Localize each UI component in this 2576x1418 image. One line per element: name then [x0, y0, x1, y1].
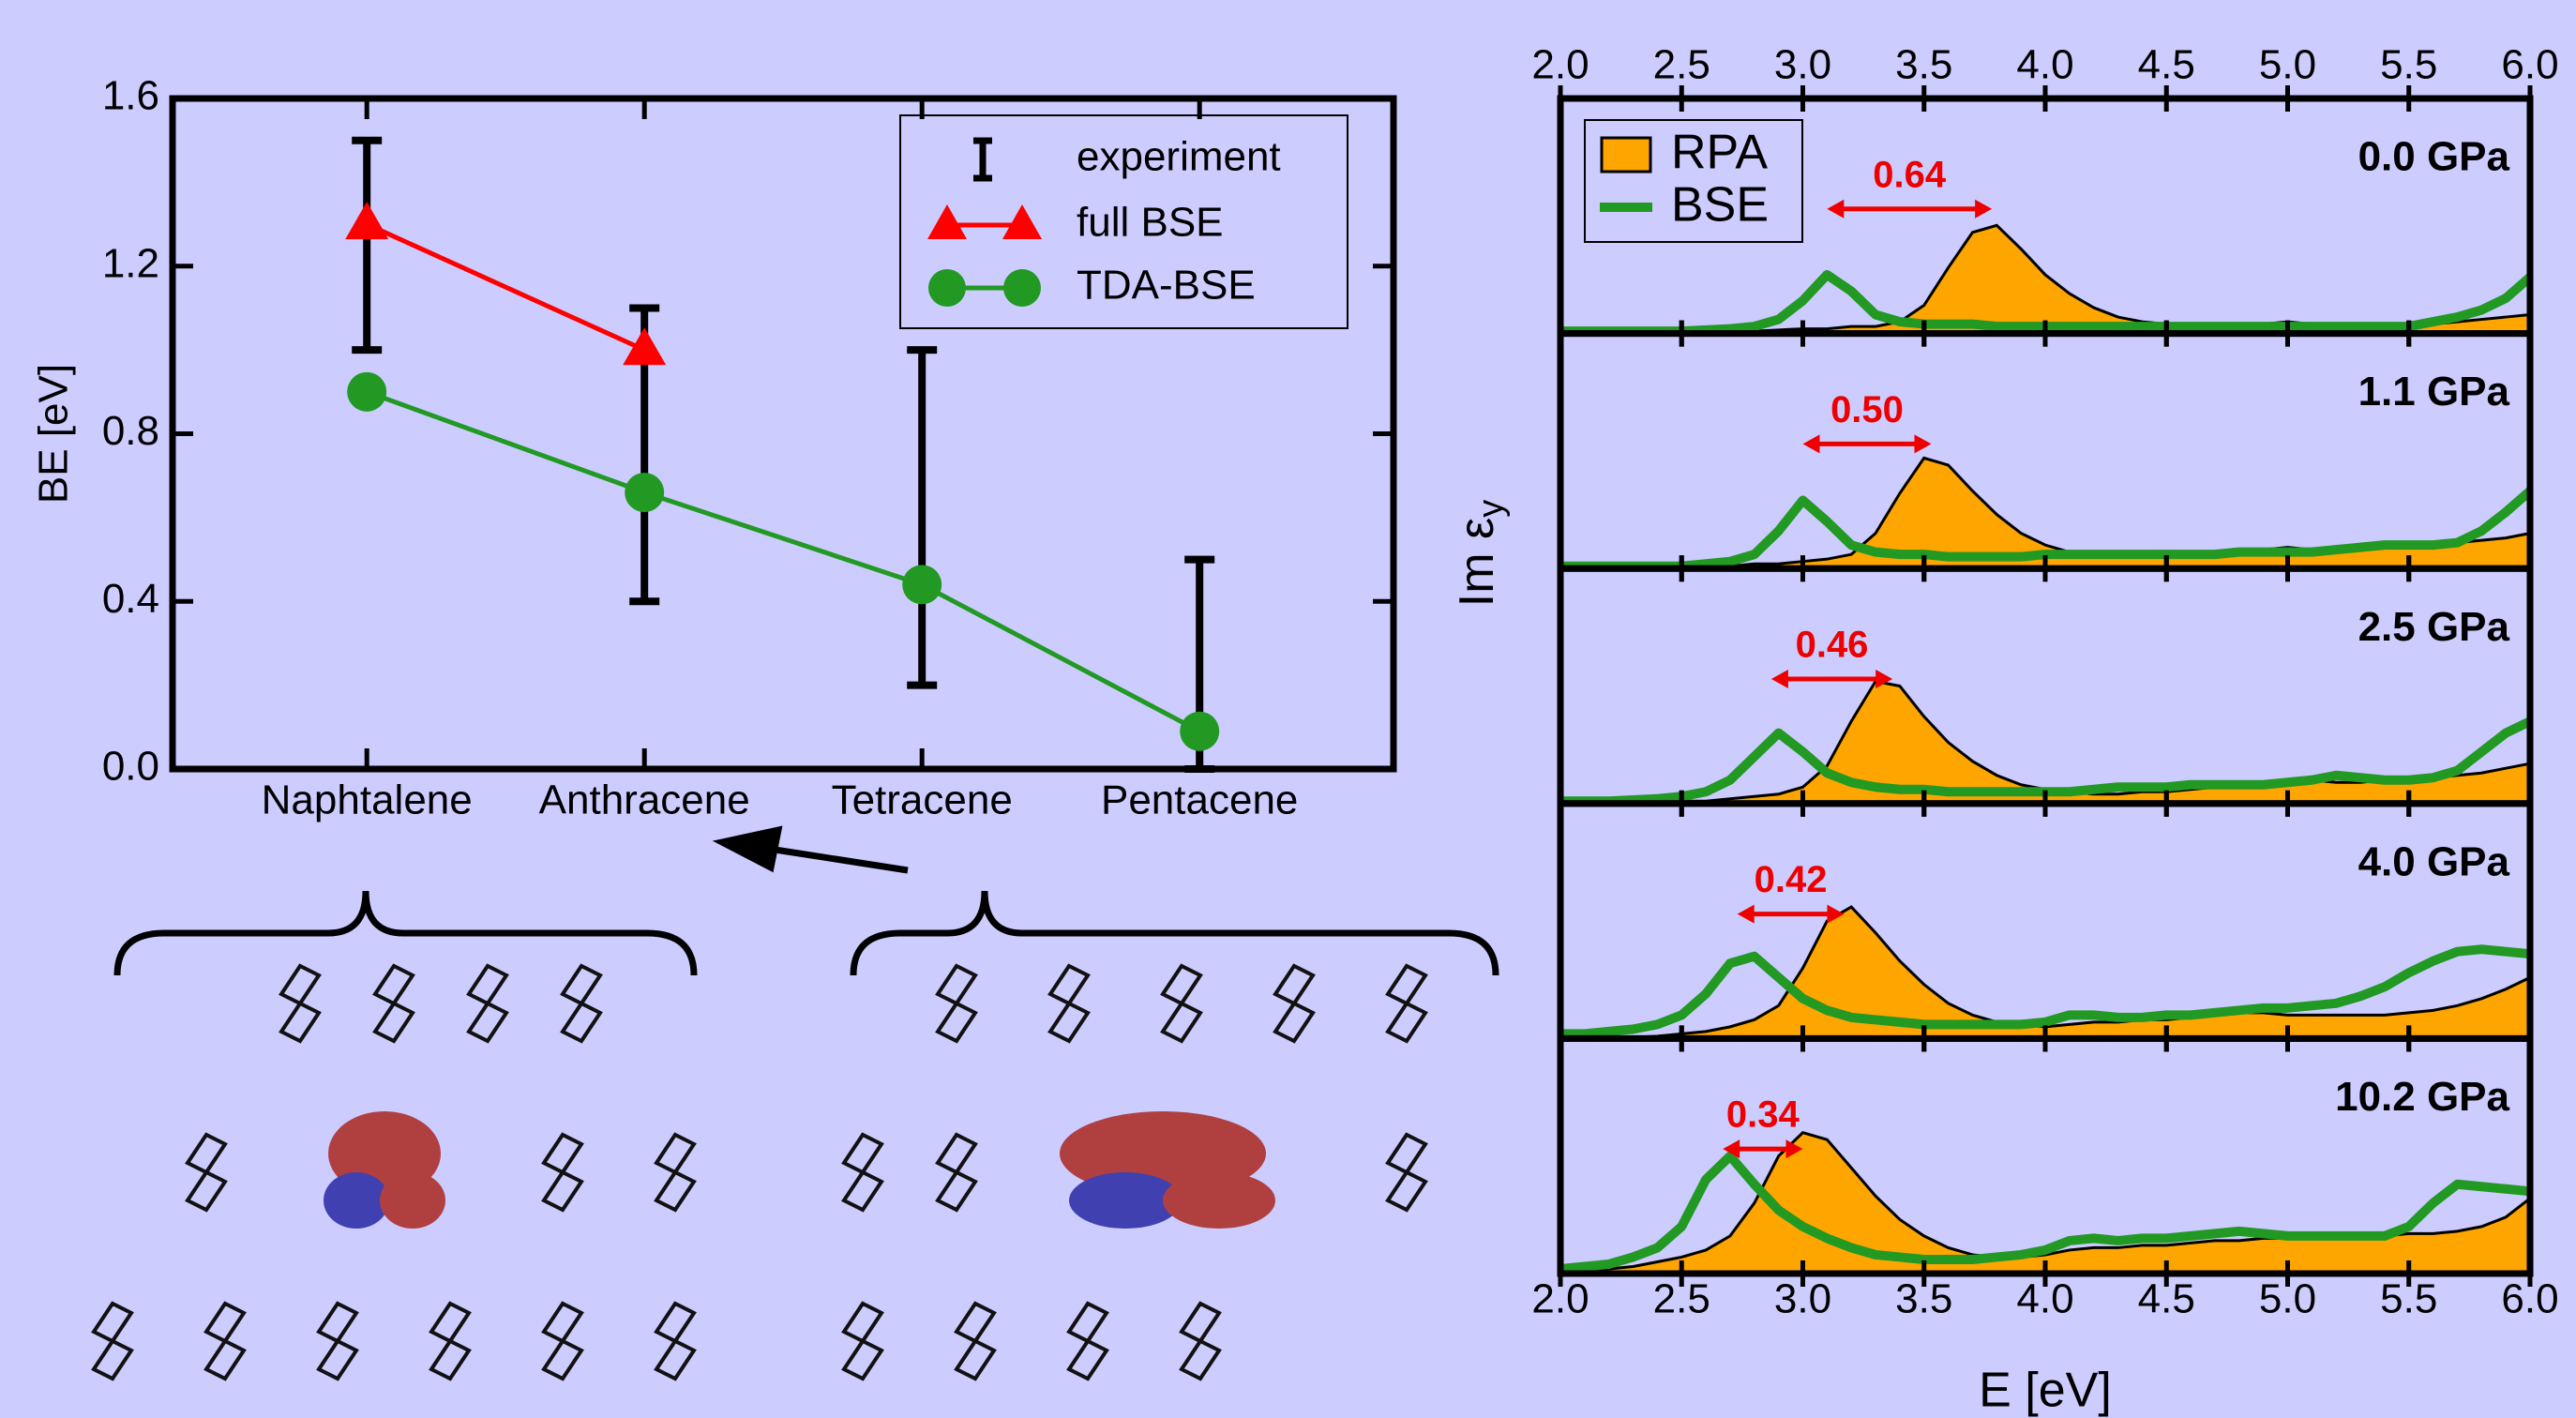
y-tick-label: 0.4	[102, 576, 159, 622]
x-tick-label-top: 4.0	[2016, 42, 2073, 88]
x-tick-label: Pentacene	[1101, 777, 1298, 823]
panel-label: 10.2 GPa	[2335, 1074, 2509, 1120]
marker	[902, 565, 942, 604]
marker	[347, 372, 386, 412]
x-tick-label-top: 6.0	[2501, 42, 2558, 88]
y-tick-label: 1.6	[102, 73, 159, 119]
legend-marker	[1003, 269, 1041, 307]
x-tick-label: 3.5	[1895, 1276, 1952, 1322]
orbital-lobe	[324, 1172, 389, 1229]
legend-label: experiment	[1077, 134, 1281, 180]
x-axis-label: E [eV]	[1979, 1364, 2112, 1418]
y-axis-label-sub: y	[1471, 500, 1511, 518]
orbital-lobe	[380, 1172, 445, 1229]
x-tick-label-top: 5.0	[2259, 42, 2316, 88]
legend-label: RPA	[1671, 126, 1768, 180]
gap-label: 0.64	[1873, 154, 1947, 195]
x-tick-label-top: 5.5	[2380, 42, 2437, 88]
x-tick-label: 5.0	[2259, 1276, 2316, 1322]
marker	[625, 473, 664, 512]
panel-label: 4.0 GPa	[2358, 838, 2510, 884]
x-tick-label-top: 3.5	[1895, 42, 1952, 88]
gap-label: 0.46	[1796, 625, 1869, 666]
legend-swatch	[1602, 138, 1650, 172]
x-tick-label-top: 2.0	[1531, 42, 1589, 88]
x-tick-label: 6.0	[2501, 1276, 2558, 1322]
figure: 0.0 0.4 0.8 1.2 1.6 BE [eV] Naphtalene Anthrace…	[0, 0, 2576, 1418]
y-tick-label: 0.8	[102, 408, 159, 454]
y-tick-label: 0.0	[102, 744, 159, 790]
x-tick-label: 4.5	[2138, 1276, 2195, 1322]
legend-marker	[928, 269, 966, 307]
y-axis-label-main: Im ε	[1450, 518, 1504, 607]
x-tick-label: 4.0	[2016, 1276, 2073, 1322]
orbital-lobe	[1163, 1172, 1275, 1229]
gap-label: 0.34	[1726, 1094, 1800, 1136]
x-tick-label: 3.0	[1774, 1276, 1831, 1322]
panel-label: 0.0 GPa	[2358, 134, 2510, 180]
x-tick-label: 2.0	[1531, 1276, 1589, 1322]
x-tick-label-top: 3.0	[1774, 42, 1831, 88]
x-tick-label: 2.5	[1653, 1276, 1710, 1322]
y-tick-label: 1.2	[102, 240, 159, 286]
legend-label: BSE	[1671, 178, 1769, 233]
panel-label: 2.5 GPa	[2358, 604, 2510, 650]
legend-label: full BSE	[1077, 200, 1224, 246]
gap-label: 0.42	[1755, 859, 1828, 900]
x-tick-label: Naphtalene	[262, 777, 473, 823]
panel-label: 1.1 GPa	[2358, 369, 2510, 415]
x-tick-label: Anthracene	[539, 777, 750, 823]
x-tick-label-top: 2.5	[1653, 42, 1710, 88]
legend-label: TDA-BSE	[1077, 263, 1256, 309]
x-tick-label: Tetracene	[832, 777, 1013, 823]
x-tick-label-top: 4.5	[2138, 42, 2195, 88]
marker	[1180, 712, 1219, 751]
x-tick-label: 5.5	[2380, 1276, 2437, 1322]
gap-label: 0.50	[1830, 389, 1904, 430]
y-axis-label: BE [eV]	[31, 364, 77, 504]
